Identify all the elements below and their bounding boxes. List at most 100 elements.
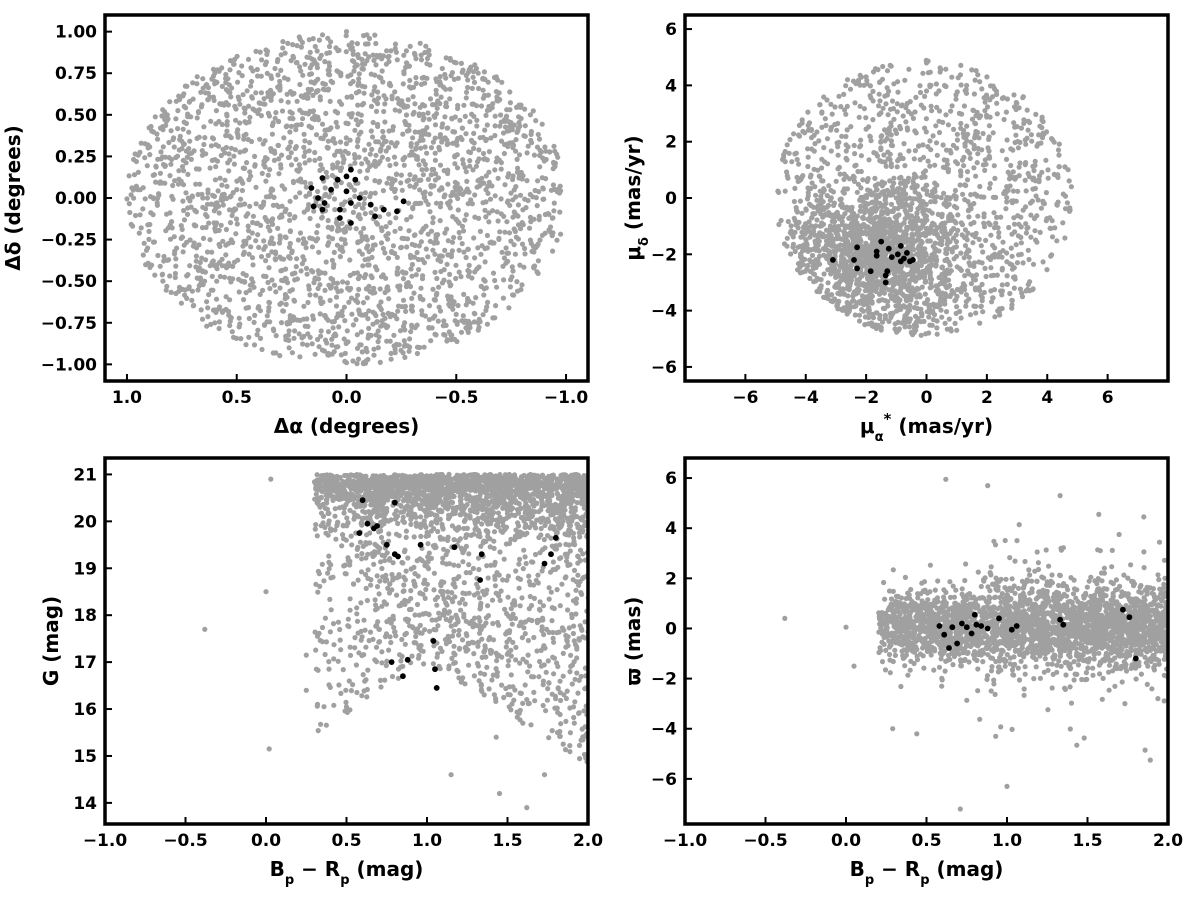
field-star-point — [357, 273, 363, 279]
field-star-point — [414, 344, 421, 350]
field-star-point — [1048, 253, 1054, 259]
field-star-point — [482, 278, 488, 284]
field-star-point — [390, 127, 396, 133]
field-star-point — [453, 262, 459, 268]
field-star-point — [847, 254, 853, 260]
field-star-point — [269, 75, 275, 81]
field-star-point — [205, 97, 211, 103]
field-star-point — [480, 134, 486, 140]
field-star-point — [969, 116, 976, 122]
field-star-point — [417, 40, 423, 46]
field-star-point — [941, 190, 947, 196]
field-star-point — [341, 207, 347, 213]
field-star-point — [826, 183, 832, 189]
field-star-point — [373, 206, 379, 212]
field-star-point — [432, 269, 438, 275]
field-star-point — [487, 196, 494, 202]
field-star-point — [782, 188, 788, 194]
field-star-point — [899, 155, 905, 161]
field-star-point — [917, 193, 923, 199]
field-star-point — [1011, 221, 1018, 227]
field-star-point — [397, 225, 403, 232]
field-star-point — [894, 101, 900, 107]
field-star-point — [882, 197, 888, 203]
field-star-point — [385, 287, 391, 293]
field-star-point — [437, 74, 443, 80]
member-star-point — [334, 176, 341, 183]
field-star-point — [212, 70, 218, 76]
field-star-point — [551, 186, 558, 192]
field-star-point — [971, 91, 978, 97]
field-star-point — [286, 154, 292, 160]
field-star-point — [225, 308, 232, 315]
field-star-point — [840, 189, 846, 195]
field-star-point — [349, 40, 355, 46]
field-star-point — [223, 265, 230, 271]
field-star-point — [212, 320, 218, 326]
field-star-point — [127, 209, 133, 216]
field-star-point — [450, 189, 456, 195]
field-star-point — [325, 224, 331, 230]
field-star-point — [389, 93, 395, 99]
field-star-point — [894, 164, 900, 170]
field-star-point — [448, 336, 455, 342]
field-star-point — [428, 172, 434, 178]
field-star-point — [917, 83, 923, 89]
field-star-point — [812, 184, 818, 190]
field-star-point — [460, 67, 466, 73]
field-star-point — [850, 293, 856, 299]
field-star-point — [263, 47, 269, 53]
field-star-point — [540, 185, 546, 191]
field-star-point — [942, 274, 948, 280]
field-star-point — [355, 240, 361, 246]
field-star-point — [554, 237, 560, 243]
field-star-point — [423, 43, 429, 49]
field-star-point — [984, 104, 991, 110]
field-star-point — [865, 275, 871, 281]
field-star-point — [556, 190, 563, 196]
field-star-point — [400, 276, 407, 282]
field-star-point — [895, 89, 901, 95]
field-star-point — [349, 44, 355, 51]
field-star-point — [1027, 119, 1033, 126]
field-star-point — [272, 65, 278, 72]
field-star-point — [297, 64, 303, 70]
field-star-point — [317, 311, 323, 317]
field-star-point — [904, 127, 911, 133]
field-star-point — [915, 143, 922, 149]
field-star-point — [436, 284, 442, 290]
field-star-point — [361, 196, 367, 202]
field-star-point — [246, 119, 252, 125]
field-star-point — [961, 103, 968, 109]
field-star-point — [950, 235, 957, 241]
field-star-point — [444, 226, 450, 232]
field-star-point — [331, 249, 337, 255]
field-star-point — [839, 221, 845, 228]
field-star-point — [315, 114, 321, 120]
field-star-point — [828, 292, 834, 298]
field-star-point — [379, 227, 385, 234]
field-star-point — [879, 227, 885, 233]
field-star-point — [498, 138, 505, 144]
field-star-point — [515, 202, 522, 208]
field-star-point — [330, 165, 336, 171]
field-star-point — [137, 212, 143, 218]
field-star-point — [300, 341, 306, 347]
field-star-point — [866, 314, 872, 321]
field-star-point — [359, 83, 365, 89]
field-star-point — [410, 84, 417, 90]
field-star-point — [337, 227, 343, 233]
field-star-point — [349, 311, 355, 317]
field-star-point — [373, 152, 379, 158]
field-star-point — [925, 158, 931, 164]
field-star-point — [413, 80, 419, 86]
field-star-point — [160, 127, 166, 133]
field-star-point — [307, 215, 313, 222]
field-star-point — [816, 253, 823, 259]
field-star-point — [492, 132, 498, 139]
field-star-point — [302, 138, 308, 144]
field-star-point — [996, 230, 1002, 236]
field-star-point — [507, 284, 513, 290]
field-star-point — [347, 257, 353, 263]
field-star-point — [951, 192, 957, 199]
